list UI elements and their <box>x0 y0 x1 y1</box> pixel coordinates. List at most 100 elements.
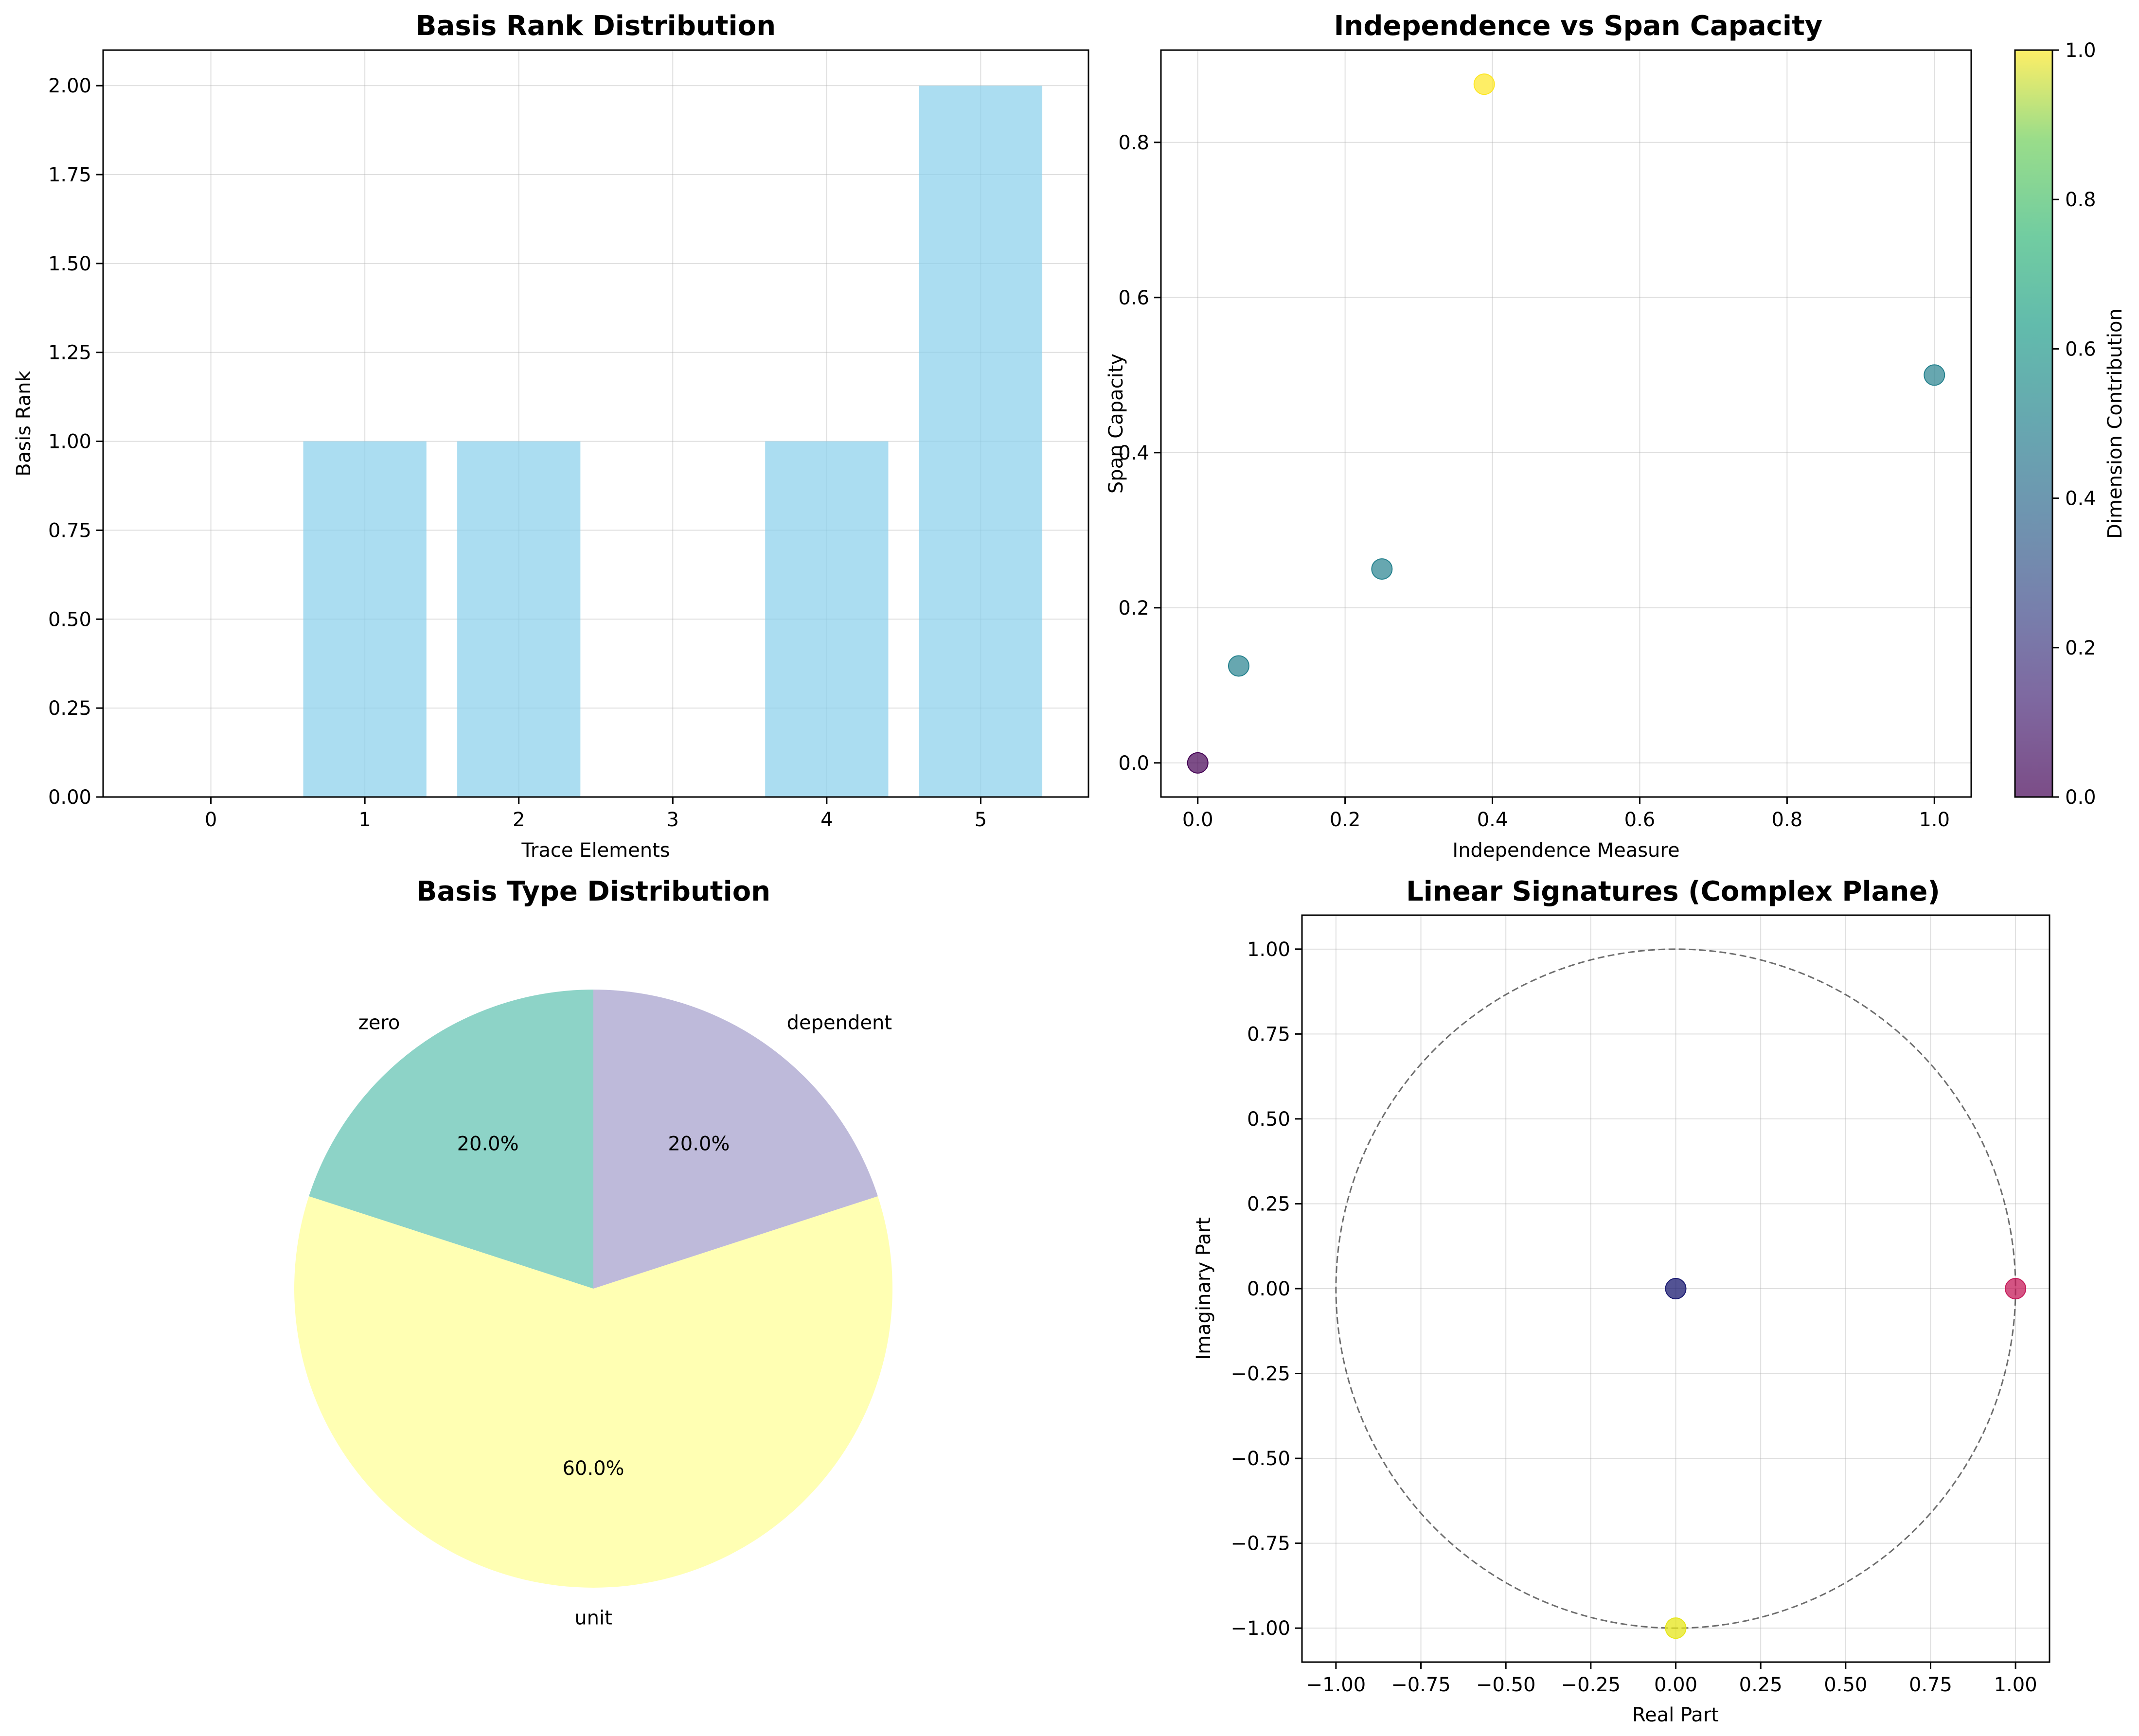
bar-chart-y-tick-label: 1.75 <box>48 164 91 186</box>
complex-plane-x-tick-label: −0.25 <box>1561 1674 1621 1696</box>
pie-slice-percent: 20.0% <box>668 1133 730 1155</box>
bar <box>765 441 889 797</box>
complex-plane-x-tick-label: 0.75 <box>1909 1674 1952 1696</box>
bar-chart-panel: Basis Rank Distribution 0 1 2 3 4 5 0.00 0.25 0… <box>13 10 1089 862</box>
complex-plane-x-tick-label: −1.00 <box>1306 1674 1366 1696</box>
complex-plane-title: Linear Signatures (Complex Plane) <box>1406 876 1940 907</box>
pie-slice-label: unit <box>574 1607 612 1630</box>
scatter-chart-panel: Independence vs Span Capacity 0.0 0.2 0.4 0… <box>1105 10 2126 862</box>
scatter-chart-frame <box>1160 49 1972 798</box>
scatter-chart-y-ticks: 0.0 0.2 0.4 0.6 0.8 <box>1118 132 1161 775</box>
scatter-chart-y-tick-label: 0.0 <box>1118 752 1149 775</box>
scatter-point <box>1187 752 1209 774</box>
complex-plane-y-tick-label: 0.00 <box>1247 1278 1290 1300</box>
bar-chart-x-tick-label: 0 <box>205 809 217 831</box>
complex-plane-panel: Linear Signatures (Complex Plane) −1.00−… <box>1193 876 2050 1726</box>
bar-chart-x-tick-label: 5 <box>975 809 987 831</box>
complex-plane-y-tick-label: −0.50 <box>1230 1448 1290 1470</box>
complex-plane-x-tick-label: 0.00 <box>1654 1674 1697 1696</box>
complex-plane-x-tick-label: 0.50 <box>1824 1674 1867 1696</box>
pie-chart-labels: zero 20.0% unit 60.0% dependent 20.0% <box>358 1012 892 1630</box>
scatter-chart-x-tick-label: 0.6 <box>1624 809 1656 831</box>
bar-chart-title: Basis Rank Distribution <box>416 10 776 42</box>
complex-plane-y-tick-label: 1.00 <box>1247 939 1290 961</box>
bar-chart-y-tick-label: 1.25 <box>48 342 91 364</box>
complex-plane-x-tick-label: 1.00 <box>1994 1674 2037 1696</box>
pie-slice-label: dependent <box>787 1012 892 1034</box>
scatter-chart-y-tick-label: 0.4 <box>1118 442 1149 464</box>
bar <box>457 441 581 797</box>
bar-chart-y-tick-label: 1.00 <box>48 431 91 453</box>
scatter-chart-x-tick-label: 0.8 <box>1772 809 1803 831</box>
signature-point <box>1665 1278 1687 1299</box>
scatter-chart-y-label: Span Capacity <box>1105 354 1127 494</box>
bar-chart-x-tick-label: 4 <box>820 809 833 831</box>
bar-chart-y-tick-label: 2.00 <box>48 75 91 97</box>
colorbar-label: Dimension Contribution <box>2104 308 2126 539</box>
bar <box>919 86 1043 797</box>
complex-plane-x-tick-label: −0.75 <box>1391 1674 1451 1696</box>
bar-chart-y-tick-label: 1.50 <box>48 253 91 275</box>
scatter-chart-x-tick-label: 0.0 <box>1182 809 1213 831</box>
complex-plane-y-tick-label: 0.75 <box>1247 1023 1290 1045</box>
bar-chart-y-ticks: 0.00 0.25 0.50 0.75 1.00 1.25 1.50 1.75 2.00 <box>48 75 103 809</box>
complex-plane-y-tick-label: −1.00 <box>1230 1617 1290 1640</box>
pie-slice-percent: 20.0% <box>457 1133 519 1155</box>
pie-slice-percent: 60.0% <box>562 1457 624 1480</box>
scatter-chart-x-tick-label: 0.4 <box>1477 809 1508 831</box>
bar-chart-x-label: Trace Elements <box>521 839 670 862</box>
complex-plane-x-label: Real Part <box>1632 1704 1719 1726</box>
pie-slice <box>309 990 593 1289</box>
bar-chart-x-tick-label: 3 <box>667 809 679 831</box>
complex-plane-y-tick-label: −0.75 <box>1230 1533 1290 1555</box>
scatter-chart-x-tick-label: 1.0 <box>1919 809 1950 831</box>
pie-chart-panel: Basis Type Distribution zero 20.0% unit 60.… <box>294 876 892 1630</box>
complex-plane-x-ticks: −1.00 −0.75 −0.50 −0.25 0.00 0.25 0.50 0.75 1.00 <box>1306 1662 2037 1696</box>
bar-chart-y-label: Basis Rank <box>13 370 35 476</box>
colorbar <box>2014 49 2053 798</box>
pie-slice-label: zero <box>358 1012 400 1034</box>
colorbar-tick-label: 1.0 <box>2065 39 2096 62</box>
scatter-chart-x-label: Independence Measure <box>1452 839 1679 862</box>
pie-slice <box>294 1196 892 1588</box>
colorbar-ticks: 0.0 0.2 0.4 0.6 0.8 1.0 <box>2052 39 2096 809</box>
pie-chart-slices <box>294 990 892 1588</box>
complex-plane-grid <box>1302 915 2050 1662</box>
scatter-chart-x-ticks: 0.0 0.2 0.4 0.6 0.8 1.0 <box>1182 797 1950 831</box>
scatter-chart-x-tick-label: 0.2 <box>1330 809 1361 831</box>
complex-plane-y-label: Imaginary Part <box>1193 1217 1215 1360</box>
scatter-chart-grid <box>1161 50 1971 797</box>
bar-chart-y-tick-label: 0.50 <box>48 608 91 631</box>
signature-point <box>2005 1278 2027 1299</box>
complex-plane-y-tick-label: −0.25 <box>1230 1363 1290 1385</box>
scatter-chart-y-tick-label: 0.8 <box>1118 132 1149 154</box>
complex-plane-y-tick-label: 0.25 <box>1247 1193 1290 1215</box>
complex-plane-x-tick-label: −0.50 <box>1476 1674 1536 1696</box>
bar <box>303 441 427 797</box>
colorbar-tick-label: 0.0 <box>2065 786 2096 809</box>
scatter-chart-points <box>1187 73 1945 774</box>
complex-plane-x-tick-label: 0.25 <box>1739 1674 1782 1696</box>
scatter-point <box>1473 73 1495 95</box>
scatter-chart-y-tick-label: 0.2 <box>1118 597 1149 620</box>
scatter-point <box>1371 558 1393 580</box>
bar-chart-x-ticks: 0 1 2 3 4 5 <box>205 797 987 831</box>
colorbar-tick-label: 0.6 <box>2065 338 2096 360</box>
scatter-chart-title: Independence vs Span Capacity <box>1334 10 1823 42</box>
colorbar-tick-label: 0.8 <box>2065 189 2096 211</box>
complex-plane-y-tick-label: 0.50 <box>1247 1108 1290 1131</box>
scatter-point <box>1924 364 1945 386</box>
scatter-point <box>1228 655 1249 677</box>
signature-point <box>1665 1617 1687 1639</box>
colorbar-tick-label: 0.2 <box>2065 637 2096 659</box>
scatter-chart-y-tick-label: 0.6 <box>1118 287 1149 309</box>
bar-chart-y-tick-label: 0.25 <box>48 697 91 720</box>
pie-slice <box>593 990 878 1289</box>
bar-chart-x-tick-label: 2 <box>513 809 525 831</box>
bar-chart-y-tick-label: 0.00 <box>48 786 91 809</box>
complex-plane-y-ticks: −1.00 −0.75 −0.50 −0.25 0.00 0.25 0.50 0.75 1.00 <box>1230 939 1302 1640</box>
bar-chart-frame <box>102 49 1089 798</box>
complex-plane-points <box>1665 1278 2027 1639</box>
bar-chart-x-tick-label: 1 <box>358 809 371 831</box>
